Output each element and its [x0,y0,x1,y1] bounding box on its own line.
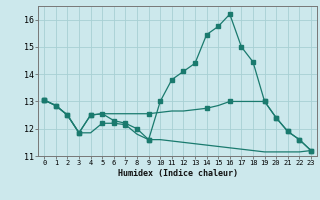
X-axis label: Humidex (Indice chaleur): Humidex (Indice chaleur) [118,169,238,178]
